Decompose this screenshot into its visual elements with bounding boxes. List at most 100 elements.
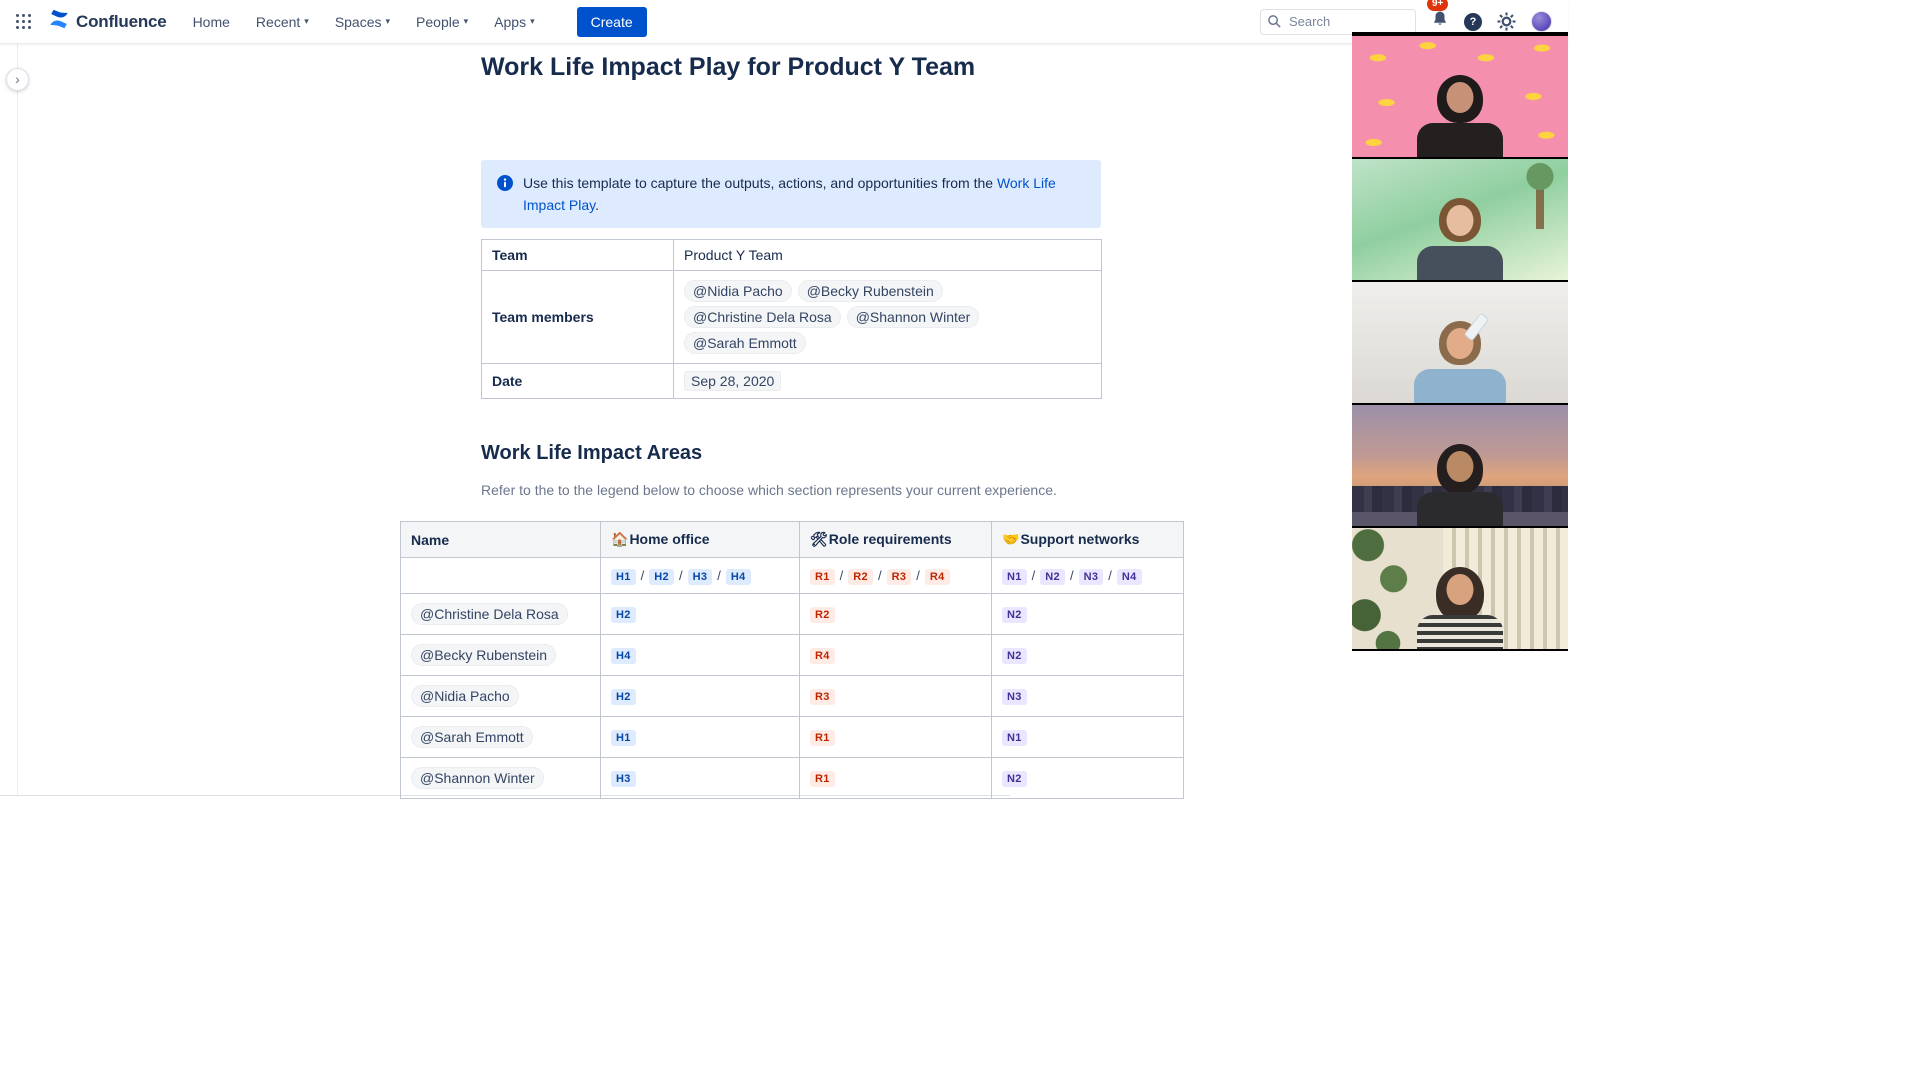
- work-life-impact-play-link[interactable]: Work Life Impact Play: [523, 175, 1056, 213]
- legend-support-cell: N1/N2/N3/N4: [991, 557, 1184, 594]
- table-row: @Christine Dela Rosa H2 R2 N2: [400, 593, 1184, 635]
- section-heading: Work Life Impact Areas: [481, 442, 703, 464]
- video-call-strip: [1352, 32, 1568, 651]
- settings-button[interactable]: [1497, 12, 1516, 31]
- date-cell: Sep 28, 2020: [673, 363, 1102, 399]
- table-header-row: Name 🏠Home office 🛠Role requirements 🤝Su…: [400, 521, 1184, 558]
- status-lozenge: N2: [1002, 771, 1027, 787]
- page-content: Work Life Impact Play for Product Y Team…: [400, 44, 1184, 799]
- notifications-button[interactable]: 9+: [1427, 0, 1449, 33]
- search-input[interactable]: [1260, 8, 1416, 35]
- user-mention[interactable]: @Nidia Pacho: [411, 685, 519, 707]
- status-lozenge: H2: [611, 689, 636, 705]
- user-mention[interactable]: @Becky Rubenstein: [797, 280, 943, 302]
- legend-role-cell: R1/R2/R3/R4: [799, 557, 992, 594]
- tools-emoji-icon: 🛠: [810, 531, 828, 547]
- video-participant-tile[interactable]: [1352, 528, 1568, 649]
- col-header-home-office: 🏠Home office: [600, 521, 800, 558]
- nav-item-people[interactable]: People ▾: [416, 13, 469, 30]
- navbar-left: Confluence Home Recent ▾ Spaces ▾ People ▾ …: [16, 6, 647, 37]
- team-members-cell: @Nidia Pacho @Becky Rubenstein @Christine …: [673, 270, 1102, 364]
- nav-item-apps[interactable]: Apps ▾: [494, 13, 535, 30]
- row-label: Team: [481, 239, 674, 271]
- col-header-role-requirements: 🛠Role requirements: [799, 521, 992, 558]
- logo-text: Confluence: [76, 11, 167, 31]
- nav-item-spaces[interactable]: Spaces ▾: [334, 13, 391, 30]
- participant-silhouette: [1405, 444, 1515, 526]
- table-row: Team members @Nidia Pacho @Becky Rubenste…: [481, 270, 1102, 364]
- confluence-logo-icon: [48, 8, 70, 35]
- status-lozenge: N4: [1116, 568, 1142, 585]
- user-avatar[interactable]: [1531, 11, 1552, 32]
- info-panel: Use this template to capture the outputs…: [481, 160, 1101, 228]
- col-header-name: Name: [400, 521, 601, 558]
- status-lozenge: N3: [1078, 568, 1104, 585]
- home-emoji-icon: 🏠: [611, 531, 629, 547]
- status-lozenge: H2: [649, 568, 674, 585]
- user-mention[interactable]: @Shannon Winter: [411, 767, 544, 789]
- chevron-down-icon: ▾: [463, 16, 469, 26]
- user-mention[interactable]: @Nidia Pacho: [684, 280, 792, 302]
- participant-silhouette: [1405, 312, 1515, 403]
- status-lozenge: N1: [1002, 730, 1027, 746]
- info-panel-text: Use this template to capture the outputs…: [523, 175, 1056, 213]
- sidebar-divider: [17, 44, 18, 796]
- chevron-down-icon: ▾: [530, 16, 535, 26]
- status-lozenge: R3: [810, 689, 835, 705]
- nav-item-home[interactable]: Home: [192, 13, 230, 30]
- confluence-logo[interactable]: Confluence: [48, 8, 167, 35]
- video-participant-tile[interactable]: [1352, 282, 1568, 403]
- search-icon: [1267, 14, 1282, 34]
- legend-empty-cell: [400, 557, 601, 594]
- legend-home-cell: H1/H2/H3/H4: [600, 557, 800, 594]
- sidebar-expand-button[interactable]: ›: [6, 68, 29, 91]
- bell-icon: [1434, 11, 1446, 25]
- gear-icon: [1497, 12, 1516, 31]
- participant-silhouette: [1405, 75, 1515, 157]
- status-lozenge: R2: [810, 607, 835, 623]
- user-mention[interactable]: @Sarah Emmott: [411, 726, 533, 748]
- status-lozenge: R4: [810, 648, 835, 664]
- user-mention[interactable]: @Christine Dela Rosa: [684, 306, 841, 328]
- status-lozenge: H3: [611, 771, 636, 787]
- handshake-emoji-icon: 🤝: [1002, 531, 1020, 547]
- row-label: Date: [481, 363, 674, 399]
- video-participant-tile[interactable]: [1352, 405, 1568, 526]
- search-box: [1260, 8, 1416, 35]
- app-switcher-icon[interactable]: [16, 13, 32, 30]
- table-row: @Shannon Winter H3 R1 N2: [400, 757, 1184, 799]
- date-lozenge[interactable]: Sep 28, 2020: [684, 371, 782, 391]
- question-mark-icon: ?: [1469, 15, 1477, 28]
- status-lozenge: N3: [1002, 689, 1027, 705]
- status-lozenge: H4: [611, 648, 636, 664]
- table-row: @Nidia Pacho H2 R3 N3: [400, 675, 1184, 717]
- status-lozenge: R1: [810, 568, 835, 585]
- user-mention[interactable]: @Christine Dela Rosa: [411, 603, 568, 625]
- status-lozenge: H1: [611, 730, 636, 746]
- status-lozenge: N2: [1002, 607, 1027, 623]
- participant-silhouette: [1405, 198, 1515, 280]
- team-details-table: Team Product Y Team Team members @Nidia …: [481, 239, 1102, 399]
- video-participant-tile[interactable]: [1352, 36, 1568, 157]
- user-mention[interactable]: @Becky Rubenstein: [411, 644, 557, 666]
- status-lozenge: R1: [810, 730, 835, 746]
- help-button[interactable]: ?: [1464, 12, 1482, 31]
- legend-row: H1/H2/H3/H4 R1/R2/R3/R4 N1/N2/N3/N4: [400, 557, 1184, 594]
- user-mention[interactable]: @Sarah Emmott: [684, 332, 806, 354]
- status-lozenge: H3: [687, 568, 713, 585]
- status-lozenge: R1: [810, 771, 835, 787]
- section-subtext: Refer to the to the legend below to choo…: [481, 482, 1057, 498]
- table-row: Date Sep 28, 2020: [481, 363, 1102, 399]
- participant-silhouette: [1405, 567, 1515, 649]
- info-icon: [497, 175, 513, 216]
- video-participant-tile[interactable]: [1352, 159, 1568, 280]
- status-lozenge: H1: [611, 568, 636, 585]
- impact-areas-table: Name 🏠Home office 🛠Role requirements 🤝Su…: [400, 521, 1184, 799]
- create-button[interactable]: Create: [576, 6, 647, 37]
- nav-item-recent[interactable]: Recent ▾: [255, 13, 309, 30]
- status-lozenge: H4: [725, 568, 751, 585]
- user-mention[interactable]: @Shannon Winter: [846, 306, 980, 328]
- col-header-support-networks: 🤝Support networks: [991, 521, 1184, 558]
- chevron-down-icon: ▾: [304, 16, 309, 26]
- top-navbar: Confluence Home Recent ▾ Spaces ▾ People ▾ …: [0, 0, 1568, 44]
